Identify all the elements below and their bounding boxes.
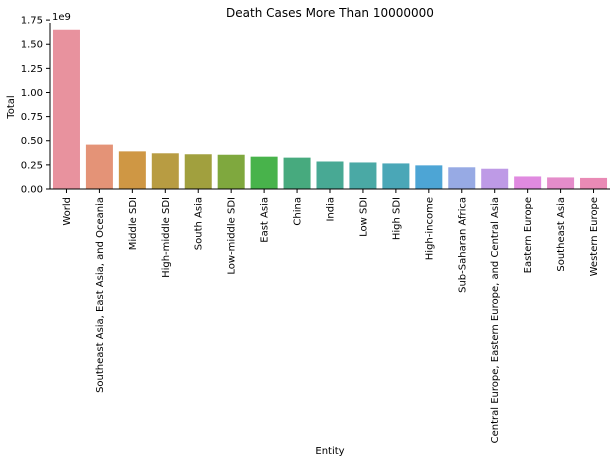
x-tick-label: Eastern Europe [523, 197, 534, 273]
x-tick-label: Middle SDI [128, 197, 139, 250]
x-tick-label: High SDI [391, 197, 402, 240]
bar-middle-sdi [118, 151, 146, 189]
bar-central-europe-eastern-europe-and-central-asia [481, 168, 509, 189]
bar-high-income [415, 165, 443, 189]
x-tick-label: High-income [424, 197, 435, 260]
y-axis-label: Total [6, 95, 17, 119]
y-axis-offset-label: 1e9 [52, 12, 71, 23]
x-tick-label: East Asia [260, 197, 271, 243]
x-tick-label: World [62, 197, 73, 226]
x-axis-label: Entity [315, 446, 344, 457]
bar-south-asia [184, 154, 212, 189]
bar-southeast-asia-east-asia-and-oceania [85, 144, 113, 189]
bar-world [52, 29, 80, 189]
bar-india [316, 161, 344, 189]
bar-high-middle-sdi [151, 153, 179, 189]
bar-low-sdi [349, 162, 377, 189]
y-tick-label: 1.50 [21, 40, 43, 51]
y-tick-label: 0.50 [21, 136, 43, 147]
x-tick-label: Sub-Saharan Africa [457, 197, 468, 293]
bar-western-europe [580, 177, 608, 189]
bar-sub-saharan-africa [448, 167, 476, 189]
y-tick-label: 1.75 [21, 16, 43, 27]
bar-high-sdi [382, 163, 410, 189]
bars-group [52, 29, 608, 189]
chart-title: Death Cases More Than 10000000 [226, 6, 434, 20]
x-tick-label: Low SDI [358, 197, 369, 237]
y-tick-label: 1.25 [21, 64, 43, 75]
bar-china [283, 157, 311, 189]
x-tick-label: Southeast Asia, East Asia, and Oceania [95, 197, 106, 393]
bar-east-asia [250, 156, 278, 189]
x-tick-label: Low-middle SDI [227, 197, 238, 275]
x-tick-label: China [293, 197, 304, 226]
x-tick-label: India [326, 197, 337, 222]
bar-southeast-asia [547, 177, 575, 189]
x-ticks-group: World Southeast Asia, East Asia, and Ocea… [62, 189, 600, 443]
y-tick-label: 0.00 [21, 185, 43, 196]
bar-eastern-europe [514, 176, 542, 189]
x-tick-label: High-middle SDI [161, 197, 172, 278]
x-tick-label: Central Europe, Eastern Europe, and Cent… [490, 197, 501, 443]
x-tick-label: Western Europe [589, 197, 600, 276]
x-tick-label: Southeast Asia [556, 197, 567, 272]
y-tick-label: 0.25 [21, 160, 43, 171]
x-tick-label: South Asia [194, 197, 205, 250]
y-tick-label: 1.00 [21, 88, 43, 99]
bar-low-middle-sdi [217, 154, 245, 189]
y-ticks-group: 0.00 0.25 0.50 0.75 1.00 1.25 1.50 1.75 [21, 16, 50, 196]
y-tick-label: 0.75 [21, 112, 43, 123]
